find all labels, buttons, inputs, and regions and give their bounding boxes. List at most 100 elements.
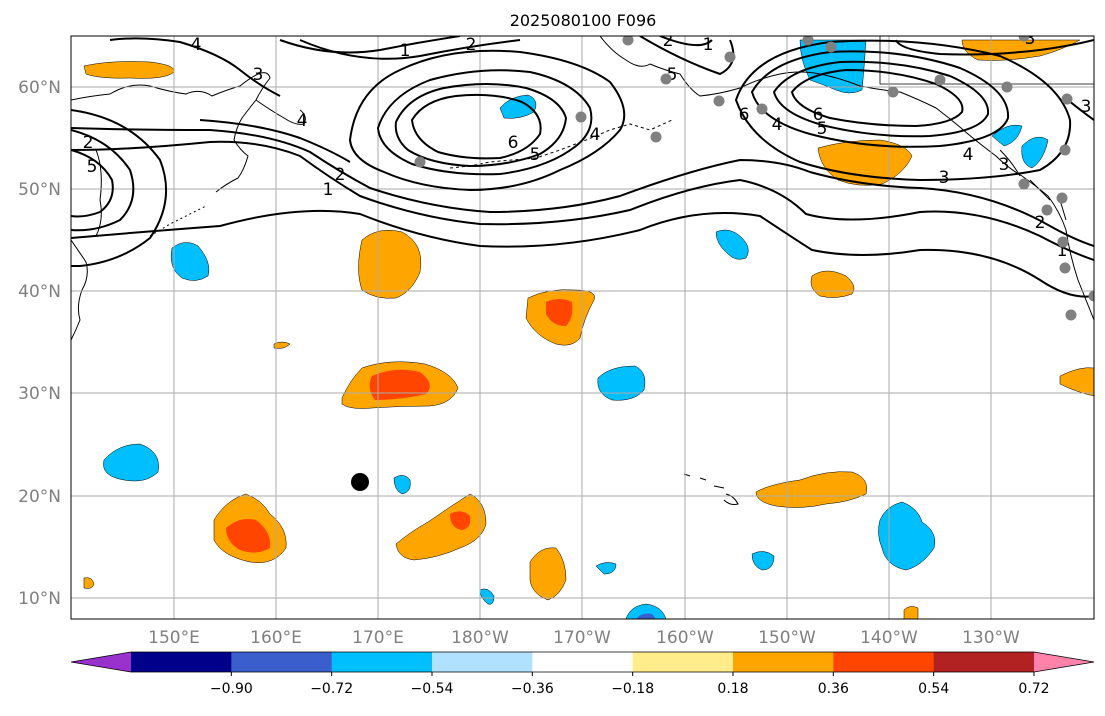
longitude-label: 170°W (553, 628, 611, 648)
contour-line (790, 68, 964, 128)
contour-label: 4 (590, 125, 601, 145)
station-marker (1059, 262, 1071, 274)
contour-label: 2 (1035, 213, 1046, 233)
coastline-kamchatka (255, 99, 306, 125)
map-content: 1 2 3 4 3 4 5 6 6 5 4 1 2 2 5 6 4 3 3 2 … (71, 29, 1094, 619)
anomaly-area-negative (393, 475, 411, 495)
contour-label: 6 (508, 133, 519, 153)
colorbar (70, 651, 1095, 676)
anomaly-area-positive (1059, 367, 1094, 397)
storm-position-marker (351, 473, 369, 491)
anomaly-area-negative-strong (636, 613, 656, 619)
anomaly-area-negative (625, 603, 667, 619)
contour-label: 4 (772, 115, 783, 135)
station-marker (825, 41, 837, 53)
longitude-label: 130°W (962, 628, 1020, 648)
contour-label: 2 (663, 31, 674, 51)
colorbar-segment (632, 652, 734, 672)
longitude-label: 160°W (656, 628, 714, 648)
latitude-labels: 60°N 50°N 40°N 30°N 20°N 10°N (18, 78, 61, 609)
anomaly-area-negative (1021, 136, 1049, 169)
colorbar-tick-label: −0.18 (611, 681, 654, 697)
contour-label-group: 1 2 3 4 3 4 5 6 6 5 4 1 2 2 5 6 4 3 3 2 … (83, 29, 1092, 261)
contour-label: 5 (87, 157, 98, 177)
station-marker (1056, 192, 1068, 204)
contour-label: 1 (703, 35, 714, 55)
longitude-label: 170°E (352, 628, 404, 648)
anomaly-area-positive (273, 341, 291, 349)
contour-line (71, 140, 1094, 261)
anomaly-area-positive (83, 61, 175, 79)
colorbar-segment (733, 652, 834, 672)
colorbar-tick-label: −0.36 (511, 681, 554, 697)
station-marker (1061, 93, 1073, 105)
anomaly-area-positive (755, 471, 867, 508)
longitude-label: 150°W (758, 628, 816, 648)
contour-line (71, 109, 168, 267)
contour-line (71, 209, 1094, 298)
contour-line (71, 129, 135, 232)
contour-label: 3 (939, 168, 950, 188)
anomaly-area-negative (715, 229, 749, 260)
anomaly-area-negative (751, 551, 775, 571)
anomaly-area-positive (395, 493, 487, 561)
anomaly-area-negative (170, 242, 210, 281)
anomaly-area-negative (595, 562, 617, 575)
colorbar-segment (833, 652, 935, 672)
station-marker (622, 36, 634, 46)
colorbar-segment (331, 652, 433, 672)
station-marker (650, 131, 662, 143)
contour-label: 5 (667, 65, 678, 85)
contour-line (772, 60, 990, 138)
contour-label: 4 (963, 145, 974, 165)
latitude-label: 40°N (18, 282, 61, 302)
longitude-label: 140°W (860, 628, 918, 648)
contour-line (410, 93, 542, 160)
contour-label: 2 (466, 35, 477, 55)
contour-label: 3 (1025, 29, 1036, 49)
longitude-label: 150°E (148, 628, 200, 648)
contour-label: 4 (297, 111, 308, 131)
contour-label: 3 (1081, 97, 1092, 117)
station-marker (1001, 81, 1013, 93)
colorbar-tick-label: −0.90 (210, 681, 253, 697)
station-marker (575, 111, 587, 123)
station-marker (887, 86, 899, 98)
anomaly-area-negative (878, 501, 935, 571)
colorbar-tick-labels: −0.90 −0.72 −0.54 −0.36 −0.18 0.18 0.36 0.54 0.7… (210, 681, 1050, 697)
station-marker (1059, 144, 1071, 156)
station-marker (414, 156, 426, 168)
map-frame (70, 35, 1095, 620)
contour-line (348, 49, 626, 192)
station-markers (414, 36, 1094, 321)
station-marker (934, 74, 946, 86)
contour-line (199, 119, 351, 163)
contour-line (109, 37, 281, 97)
contour-label: 3 (999, 155, 1010, 175)
coastline-aleutians (449, 119, 673, 169)
station-marker (802, 36, 814, 46)
latitude-label: 60°N (18, 78, 61, 98)
latitude-label: 20°N (18, 487, 61, 507)
anomaly-area-negative (597, 365, 646, 401)
anomaly-area-positive-high (450, 511, 471, 530)
longitude-labels: 150°E 160°E 170°E 180°W 170°W 160°W 150°… (148, 628, 1020, 648)
anomaly-area-positive (903, 606, 919, 619)
station-marker (1041, 204, 1053, 216)
anomaly-shading (83, 39, 1094, 619)
coastline-hawaii (683, 473, 739, 505)
colorbar-outline (70, 651, 1095, 673)
station-marker (1018, 36, 1030, 42)
station-marker (1057, 236, 1069, 248)
colorbar-segment (933, 652, 1035, 672)
coastline-sakhalin (95, 149, 102, 237)
contour-label: 2 (83, 133, 94, 153)
longitude-label: 180°W (451, 628, 509, 648)
coastline-alaska (599, 36, 1094, 321)
map-title: 2025080100 F096 (510, 11, 657, 30)
colorbar-tick-label: 0.18 (717, 681, 748, 697)
contour-label: 2 (335, 165, 346, 185)
colorbar-segment (131, 652, 232, 672)
